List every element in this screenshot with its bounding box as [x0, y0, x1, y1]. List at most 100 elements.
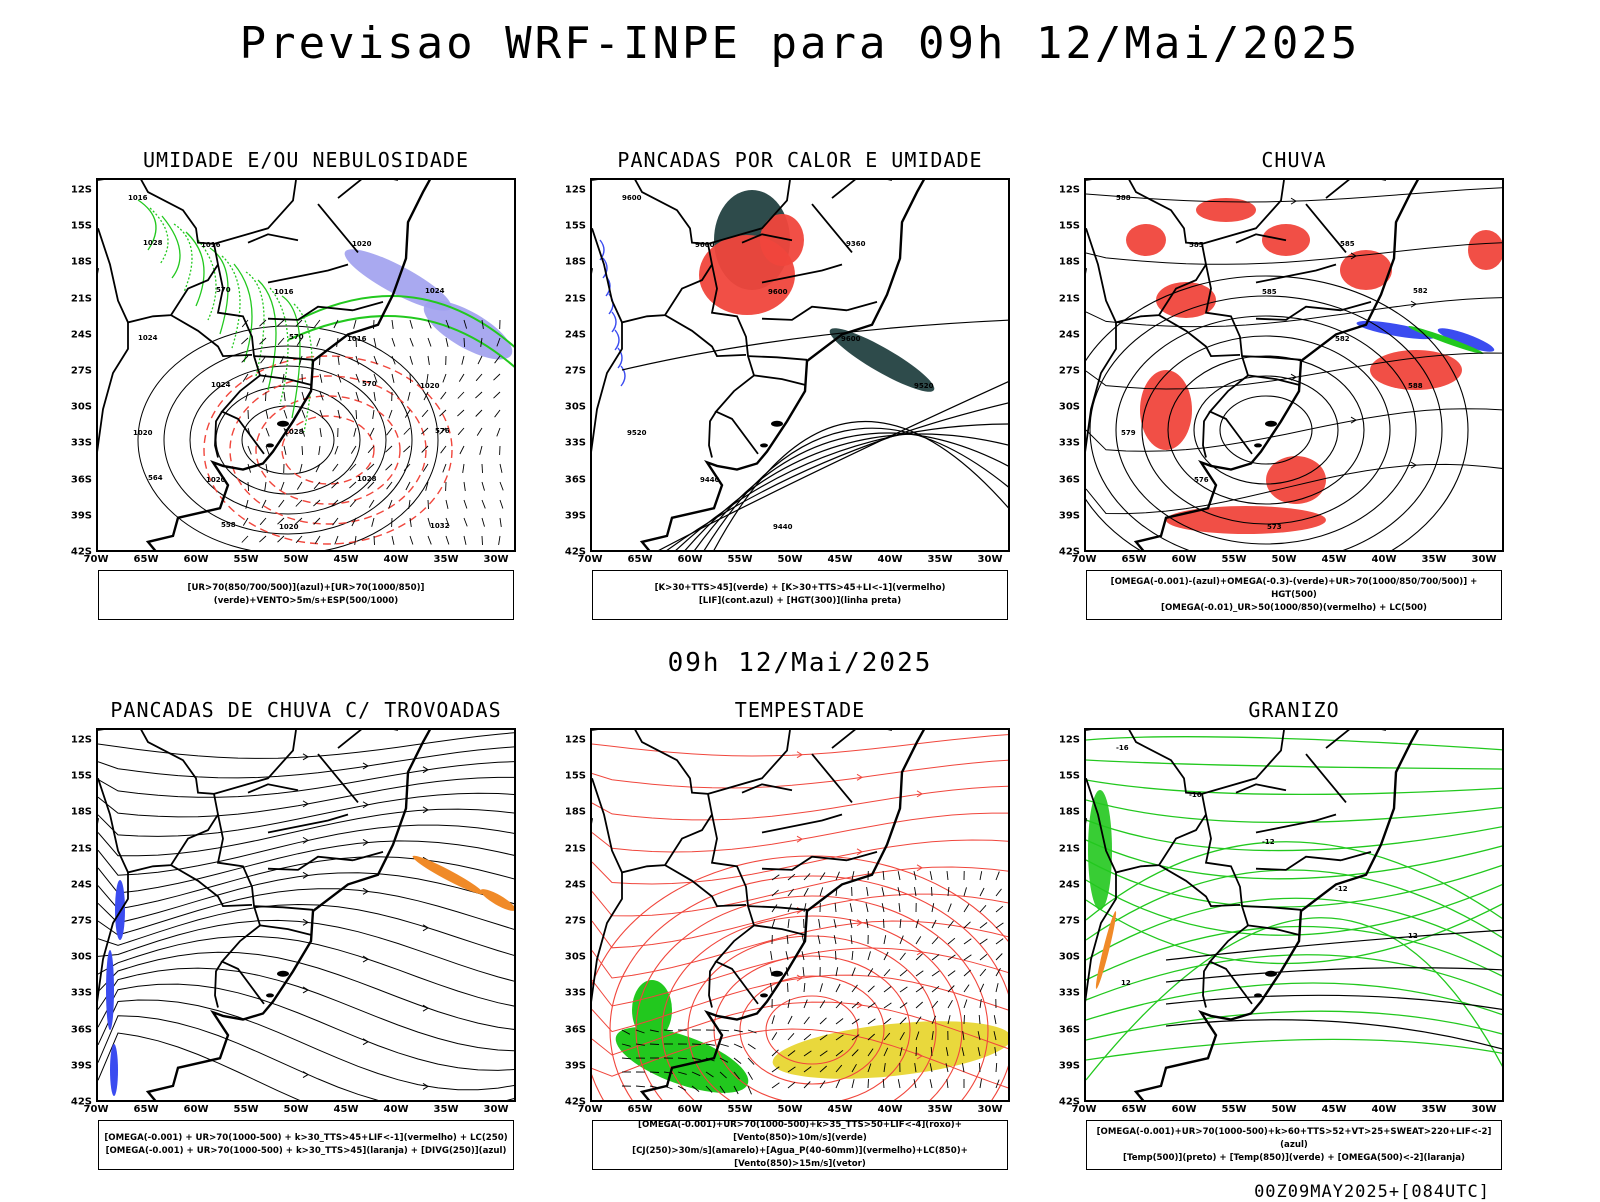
contour-line: [230, 376, 426, 524]
wind-vector: [278, 536, 285, 542]
lon-tick-label: 35W: [1422, 554, 1447, 565]
lat-tick-label: 39S: [1059, 510, 1080, 521]
contour-label: 9360: [846, 240, 866, 248]
wind-vector: [351, 446, 356, 454]
lon-tick-label: 40W: [1372, 1104, 1397, 1115]
wind-vector: [720, 1044, 729, 1046]
wind-vector: [748, 1044, 756, 1049]
contour-label: 558: [221, 521, 236, 529]
panel-title: PANCADAS DE CHUVA C/ TROVOADAS: [36, 698, 576, 722]
wind-vector: [495, 410, 500, 417]
wind-vector: [374, 536, 375, 545]
wind-vector: [356, 392, 359, 401]
lagoon: [1265, 971, 1277, 977]
wind-vector: [866, 903, 868, 912]
wind-vector: [996, 954, 1002, 961]
wind-vector: [369, 500, 374, 508]
temp500-contour: [1166, 968, 1504, 982]
lagoon: [277, 971, 289, 977]
height-contour: [672, 424, 1010, 552]
lat-tick-label: 18S: [71, 257, 92, 268]
wind-vector: [266, 428, 269, 436]
wind-vector: [980, 923, 987, 929]
wind-vector: [265, 482, 266, 491]
wind-vector: [650, 1072, 659, 1073]
wind-vector: [372, 518, 374, 527]
wind-vector: [410, 320, 413, 329]
lat-tick-label: 36S: [71, 1024, 92, 1035]
wind-vector: [964, 985, 969, 992]
wind-vector: [317, 338, 320, 346]
lagoon: [1254, 443, 1262, 447]
lon-tick-label: 65W: [1122, 1104, 1147, 1115]
lat-tick-label: 12S: [1059, 185, 1080, 196]
wind-vector: [980, 888, 984, 896]
border-line: [1202, 730, 1284, 794]
border-line: [171, 315, 252, 356]
wind-vector: [804, 1000, 807, 1008]
streamline-arrow: [303, 1072, 308, 1078]
wind-vector: [772, 1032, 777, 1040]
contour-label: 9600: [695, 241, 715, 249]
lon-tick-label: 50W: [1272, 554, 1297, 565]
wind-vector: [279, 500, 284, 507]
wind-vector: [333, 464, 338, 471]
lon-tick-label: 40W: [878, 554, 903, 565]
wind-vector: [464, 482, 465, 491]
lagoon: [771, 971, 783, 977]
legend-line-1: [OMEGA(-0.001)+UR>70(1000-500)+k>35_TTS>…: [593, 1119, 1007, 1145]
wind-vector: [500, 518, 501, 527]
border-line: [1341, 302, 1371, 310]
streamline: [98, 920, 516, 982]
lat-tick-label: 30S: [1059, 952, 1080, 963]
lon-tick-label: 60W: [1172, 1104, 1197, 1115]
wind-vector: [772, 875, 779, 880]
wind-vector: [898, 871, 900, 880]
wind-vector: [868, 951, 871, 960]
lat-tick-label: 15S: [1059, 221, 1080, 232]
lat-tick-label: 12S: [71, 735, 92, 746]
contour-label: 576: [1194, 476, 1209, 484]
streamline: [98, 968, 516, 1051]
shaded-area: [1468, 230, 1504, 270]
border-line: [709, 962, 716, 1008]
lon-tick-label: 55W: [728, 1104, 753, 1115]
wind-vector: [248, 482, 249, 491]
wind-vector: [834, 935, 836, 944]
temp850-contour: [1086, 1011, 1504, 1040]
lon-tick-label: 65W: [134, 1104, 159, 1115]
wind-vector: [820, 887, 823, 896]
map-trovoadas: [96, 728, 516, 1102]
lon-tick-label: 35W: [434, 1104, 459, 1115]
lat-tick-label: 30S: [71, 402, 92, 413]
border-line: [762, 815, 842, 833]
wind-vector: [459, 374, 464, 382]
lon-tick-label: 50W: [1272, 1104, 1297, 1115]
contour-label: 9440: [700, 476, 720, 484]
panel-legend: [OMEGA(-0.001) + UR>70(1000-500) + k>30_…: [98, 1120, 514, 1170]
wind-vector: [386, 464, 393, 470]
wind-vector: [458, 392, 464, 399]
wind-vector: [900, 953, 906, 960]
wind-vector: [916, 1002, 923, 1008]
wind-vector: [802, 951, 804, 960]
contour-line: [164, 346, 412, 534]
wind-vector: [266, 392, 267, 401]
lon-tick-label: 70W: [1072, 554, 1097, 565]
lat-tick-label: 15S: [71, 771, 92, 782]
contour-label: 1020: [420, 382, 440, 390]
lat-tick-label: 30S: [565, 402, 586, 413]
wind-vector: [499, 536, 500, 545]
wind-vector: [836, 951, 837, 960]
streamline-arrow: [423, 1083, 428, 1089]
wind-vector: [446, 338, 448, 347]
wind-vector: [477, 428, 482, 436]
panel-legend: [OMEGA(-0.001)+UR>70(1000-500)+k>35_TTS>…: [592, 1120, 1008, 1170]
wind-vector: [281, 482, 284, 490]
wind-vector: [820, 983, 823, 992]
wind-vector: [428, 536, 431, 544]
wind-vector: [410, 374, 411, 383]
contour-label: 1016: [128, 194, 148, 202]
